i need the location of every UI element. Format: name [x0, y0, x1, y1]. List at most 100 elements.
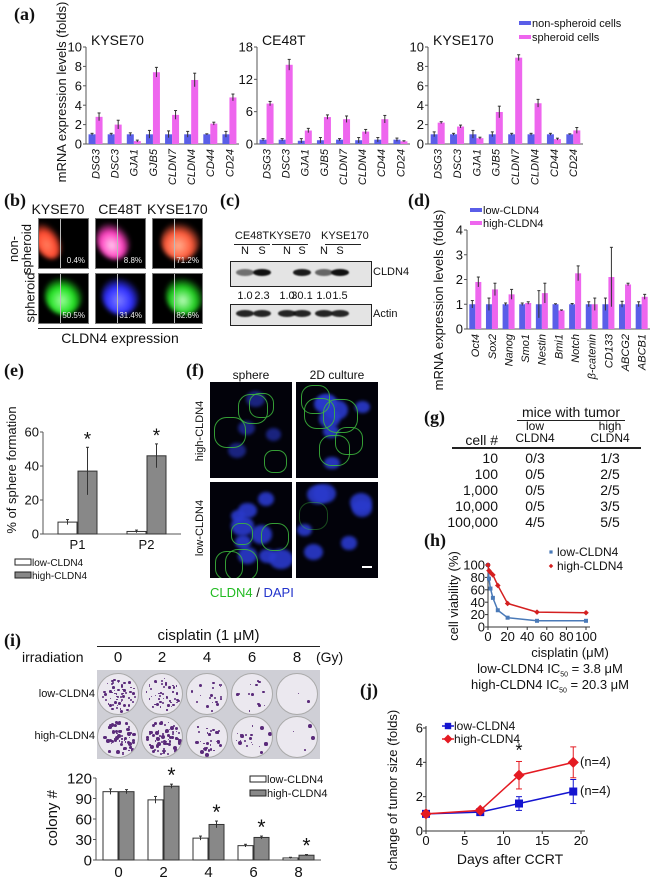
y-axis-label: colony #: [44, 789, 61, 846]
y-tick-label: 0: [478, 620, 485, 635]
bar: [488, 134, 496, 144]
colony: [258, 680, 261, 684]
colony: [200, 740, 202, 742]
legend-label: high-CLDN4: [483, 218, 544, 230]
bar: [625, 284, 632, 329]
colony-plate: [231, 716, 273, 758]
y-tick-label: 0: [32, 527, 39, 542]
colony: [172, 686, 176, 689]
bar: [191, 79, 199, 144]
x-tick-label: Notch: [570, 334, 582, 363]
lane-label: N: [241, 245, 249, 257]
x-tick-label: CLDN7: [510, 148, 522, 185]
blot-group-line: [272, 244, 308, 245]
flow-plot: 8.8%: [95, 218, 146, 269]
colony: [199, 695, 201, 697]
y-tick-label: 0: [75, 137, 82, 152]
plate-row-label: high-CLDN4: [34, 730, 95, 742]
flow-cell-cloud: [39, 219, 67, 264]
colony: [215, 700, 218, 704]
band-quantification: 2.3: [254, 290, 270, 302]
colony: [162, 751, 166, 754]
colony: [119, 742, 123, 746]
colony: [110, 742, 112, 744]
data-point: [504, 600, 511, 607]
colony: [164, 683, 168, 686]
y-tick-label: 0: [416, 824, 423, 839]
bar: [519, 304, 526, 329]
bar: [552, 304, 559, 329]
chart-a2: 0 6 12 18 DSG3 DSC3 GJA1 GJB5 CLDN7 CLDN4 CD44 CD24…: [239, 32, 410, 185]
y-tick-label: 12: [239, 72, 253, 87]
bar: [515, 57, 523, 144]
bar: [457, 126, 465, 144]
x-tick-label: P1: [70, 537, 86, 552]
data-point: [584, 618, 588, 623]
y-axis-label: cell viability (%): [446, 551, 461, 641]
dose-unit: (Gy): [316, 649, 344, 665]
colony: [218, 684, 221, 686]
data-point: [534, 609, 540, 615]
blot-cell-line: KYSE70: [269, 230, 311, 242]
x-tick-label: DSG3: [433, 148, 445, 179]
colony: [197, 726, 199, 728]
colony: [148, 698, 151, 701]
colony: [110, 723, 115, 727]
significance-star: *: [302, 835, 310, 858]
table-group-header: mice with tumor: [517, 404, 625, 421]
panel-label-f: (f): [186, 360, 204, 380]
colony: [212, 728, 216, 732]
colony: [132, 732, 136, 737]
colony: [117, 679, 120, 683]
y-tick-label: 40: [25, 459, 39, 474]
bar: [430, 134, 438, 144]
panel-label-i: (i): [4, 630, 21, 650]
x-tick-label: 100: [575, 629, 597, 644]
chart-title: KYSE70: [91, 32, 144, 48]
bar: [476, 138, 484, 144]
legend-marker: [549, 550, 553, 554]
x-tick-label: Nanog: [503, 333, 515, 366]
dose-label: 2: [157, 649, 167, 666]
band-quantification: 30.1: [291, 290, 313, 302]
colony: [121, 753, 124, 755]
micro-column-label: 2D culture: [309, 368, 365, 382]
x-tick-label: CD24: [568, 149, 580, 177]
bar: [229, 97, 237, 144]
colony: [115, 692, 118, 695]
colony: [206, 741, 209, 745]
colony: [124, 692, 127, 695]
colony: [218, 743, 222, 748]
colony: [205, 705, 209, 708]
bar: [259, 139, 267, 144]
colony: [151, 695, 153, 697]
colony: [117, 688, 120, 692]
x-tick-label: CLDN4: [186, 149, 198, 185]
actin-band: [278, 310, 296, 317]
legend-marker: [444, 722, 452, 730]
colony: [204, 748, 207, 751]
legend-label: low-CLDN4: [454, 719, 516, 733]
colony: [195, 700, 198, 703]
colony: [165, 696, 168, 698]
colony: [123, 689, 126, 692]
y-tick-label: 20: [471, 607, 485, 622]
bar: [469, 304, 476, 329]
bar: [566, 134, 574, 144]
panel-label-a: (a): [14, 4, 35, 24]
colony: [123, 746, 127, 751]
y-tick-label: 120: [67, 770, 92, 787]
colony: [149, 684, 151, 687]
colony: [103, 735, 107, 740]
bar: [163, 785, 180, 861]
x-tick-label: 4: [204, 864, 212, 878]
flow-xlabel: CLDN4 expression: [61, 330, 179, 346]
colony: [173, 724, 176, 727]
colony: [195, 741, 199, 745]
table-col-high: high CLDN4: [585, 420, 635, 444]
colony: [116, 737, 118, 739]
colony: [119, 708, 122, 710]
colony: [165, 740, 167, 742]
band-quantification: 1.0: [237, 290, 253, 302]
